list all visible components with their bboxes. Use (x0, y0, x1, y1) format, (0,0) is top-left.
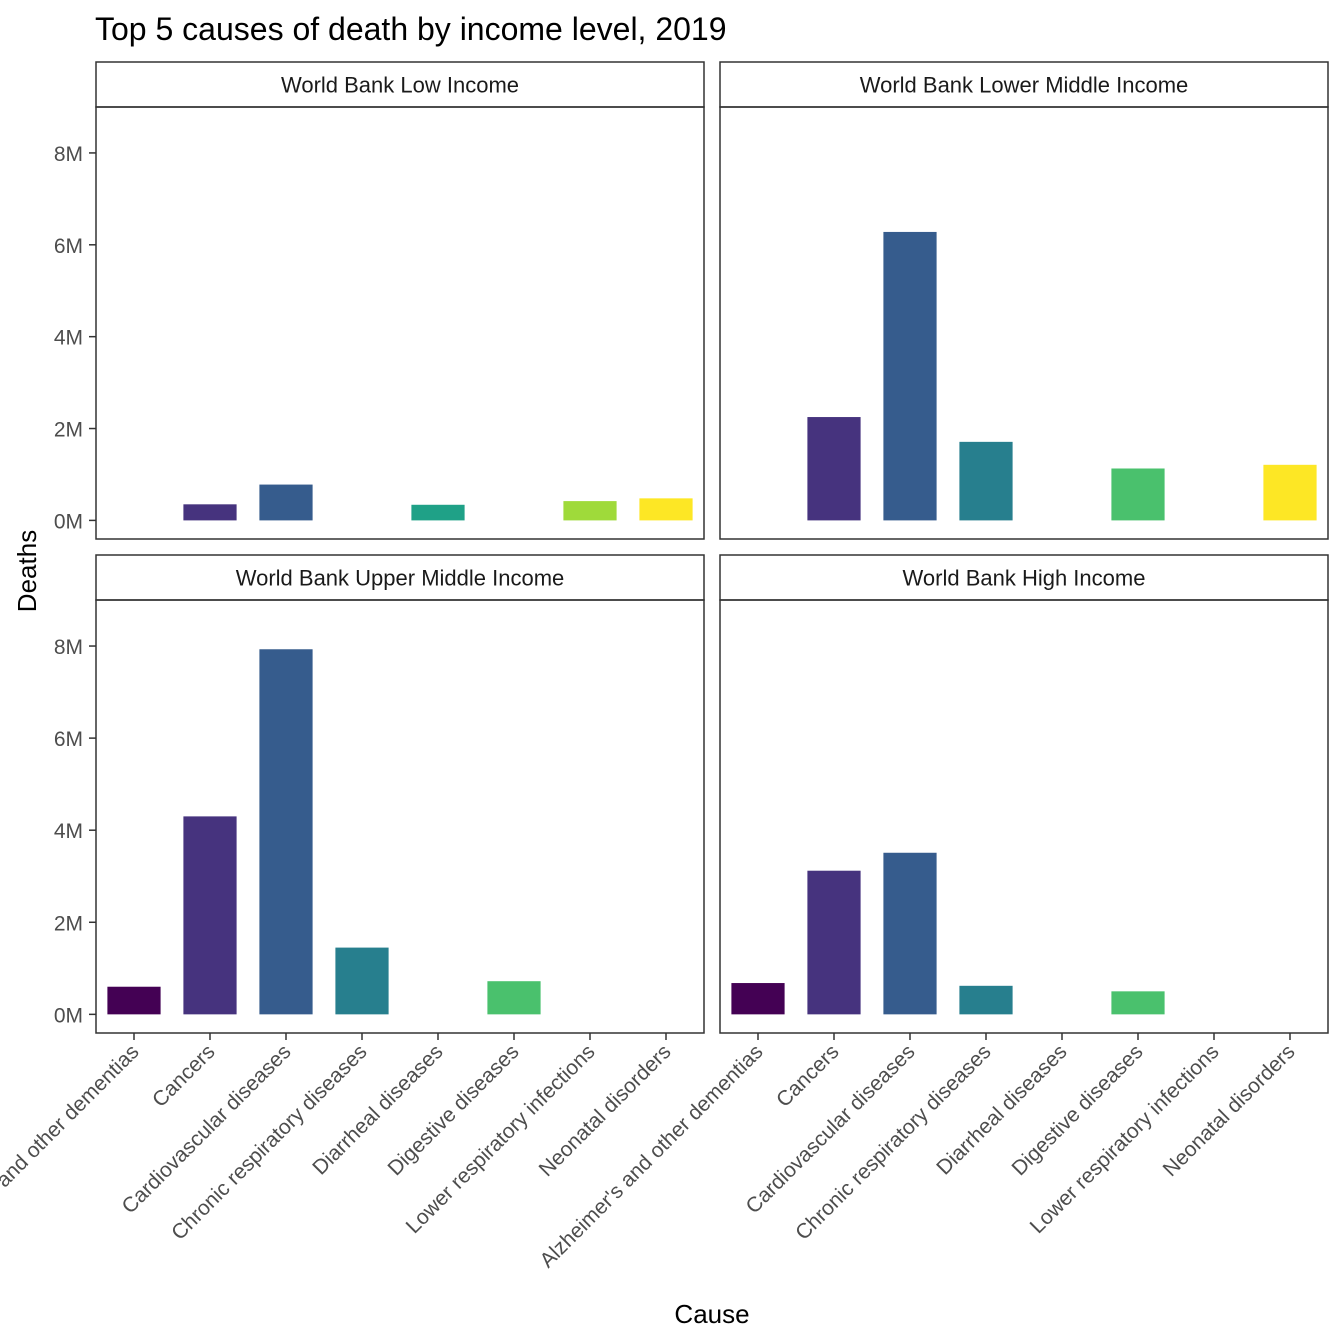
bar (639, 498, 693, 521)
bar (807, 417, 861, 521)
bar (1263, 464, 1317, 521)
panel-border (95, 599, 705, 1034)
chart-title: Top 5 causes of death by income level, 2… (95, 11, 727, 47)
bar (411, 504, 465, 521)
bar (731, 983, 785, 1015)
y-tick-label: 8M (54, 143, 83, 166)
x-tick-label: Cancers (772, 1040, 844, 1112)
y-tick-label: 4M (54, 820, 83, 843)
y-tick-label: 8M (54, 636, 83, 659)
facet-panel: World Bank Low Income 0M 2M 4M 6M 8M (54, 61, 705, 540)
bar (259, 484, 313, 521)
bar (335, 947, 389, 1015)
bar (183, 504, 237, 521)
facet-strip-label: World Bank Low Income (281, 73, 519, 98)
bar (959, 985, 1013, 1015)
x-tick-label: Diarrheal diseases (308, 1040, 447, 1179)
bar (883, 231, 937, 521)
facet-strip (719, 554, 1329, 601)
facet-strip (95, 61, 705, 108)
panel-border (719, 106, 1329, 540)
y-axis-title: Deaths (12, 530, 42, 612)
bar (487, 981, 541, 1015)
panel-border (95, 106, 705, 540)
facet-strip-label: World Bank Lower Middle Income (860, 73, 1189, 98)
bar (183, 816, 237, 1015)
x-tick-label: Neonatal disorders (1159, 1040, 1300, 1181)
bar (563, 501, 617, 521)
bar (259, 649, 313, 1015)
panel-border (719, 599, 1329, 1034)
facet-strip-label: World Bank High Income (903, 566, 1146, 591)
x-tick-label: Cancers (148, 1040, 220, 1112)
bar (1111, 468, 1165, 521)
facet-panel: World Bank Lower Middle Income (719, 61, 1329, 540)
y-tick-label: 2M (54, 912, 83, 935)
bar (959, 441, 1013, 521)
bar (883, 852, 937, 1015)
y-tick-label: 4M (54, 327, 83, 350)
y-tick-label: 6M (54, 728, 83, 751)
x-tick-label: Alzheimer's and other dementias (0, 1040, 144, 1272)
y-tick-label: 0M (54, 1004, 83, 1027)
bar (1111, 991, 1165, 1015)
facet-strip-label: World Bank Upper Middle Income (236, 566, 565, 591)
x-tick-label: Diarrheal diseases (932, 1040, 1071, 1179)
bar (807, 870, 861, 1015)
facet-panel: World Bank Upper Middle Income 0M 2M 4M 6M 8M… (0, 554, 705, 1272)
y-tick-label: 2M (54, 419, 83, 442)
facet-strip (95, 554, 705, 601)
y-tick-label: 0M (54, 510, 83, 533)
x-tick-label: Digestive diseases (1007, 1040, 1147, 1180)
x-tick-label: Digestive diseases (383, 1040, 523, 1180)
y-tick-label: 6M (54, 235, 83, 258)
x-axis-title: Cause (674, 1299, 749, 1329)
bar (107, 986, 161, 1015)
